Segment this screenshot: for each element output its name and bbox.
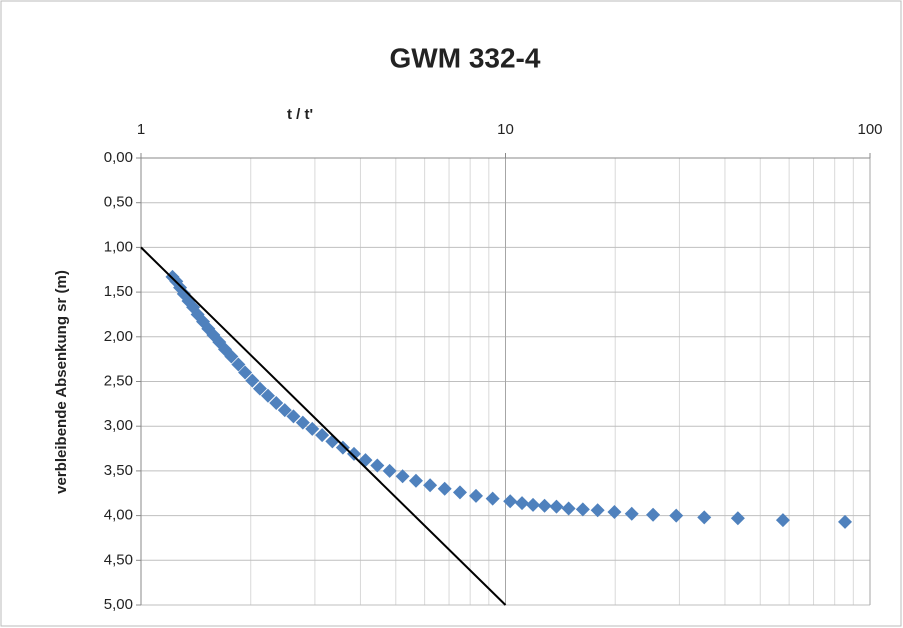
y-tick-label: 3,00 <box>104 417 133 434</box>
data-point <box>395 469 410 484</box>
data-point <box>485 491 500 506</box>
data-point <box>624 506 639 521</box>
y-axis-label: verbleibende Absenkung sr (m) <box>53 270 70 494</box>
data-point <box>526 497 541 512</box>
x-tick-label: 100 <box>857 121 882 138</box>
trend-line <box>140 246 507 606</box>
y-tick-label: 4,00 <box>104 507 133 524</box>
data-point <box>305 421 320 436</box>
data-point <box>503 494 518 509</box>
x-tick-label: 10 <box>497 121 514 138</box>
data-point <box>549 499 564 514</box>
y-tick-label: 0,00 <box>104 149 133 166</box>
data-point <box>224 349 239 364</box>
data-point <box>260 388 275 403</box>
y-tick-label: 3,50 <box>104 462 133 479</box>
data-point <box>238 365 253 380</box>
data-point <box>469 488 484 503</box>
chart-title: GWM 332-4 <box>390 42 541 73</box>
data-point <box>382 463 397 478</box>
data-point <box>452 485 467 500</box>
data-point <box>590 503 605 518</box>
x-axis-label: t / t' <box>287 106 313 123</box>
data-point <box>277 403 292 418</box>
y-tick-label: 1,00 <box>104 238 133 255</box>
data-point <box>838 514 853 529</box>
data-point <box>346 446 361 461</box>
data-point <box>252 381 267 396</box>
data-point <box>335 440 350 455</box>
data-point <box>537 498 552 513</box>
y-tick-label: 1,50 <box>104 283 133 300</box>
y-tick-label: 0,50 <box>104 194 133 211</box>
data-point <box>315 428 330 443</box>
data-point <box>575 502 590 517</box>
data-point <box>231 357 246 372</box>
data-point <box>286 409 301 424</box>
y-tick-label: 2,50 <box>104 372 133 389</box>
data-point <box>697 510 712 525</box>
data-point <box>607 505 622 520</box>
data-point <box>408 473 423 488</box>
y-tick-label: 4,50 <box>104 551 133 568</box>
data-point <box>245 373 260 388</box>
data-point <box>370 458 385 473</box>
data-point <box>423 478 438 493</box>
data-point <box>295 415 310 430</box>
data-point <box>669 508 684 523</box>
y-tick-label: 2,00 <box>104 328 133 345</box>
data-point <box>775 513 790 528</box>
data-point <box>646 507 661 522</box>
data-point <box>561 501 576 516</box>
data-point <box>437 481 452 496</box>
data-point <box>269 395 284 410</box>
x-tick-label: 1 <box>137 121 145 138</box>
y-tick-label: 5,00 <box>104 596 133 613</box>
data-point <box>515 496 530 511</box>
data-point <box>730 511 745 526</box>
